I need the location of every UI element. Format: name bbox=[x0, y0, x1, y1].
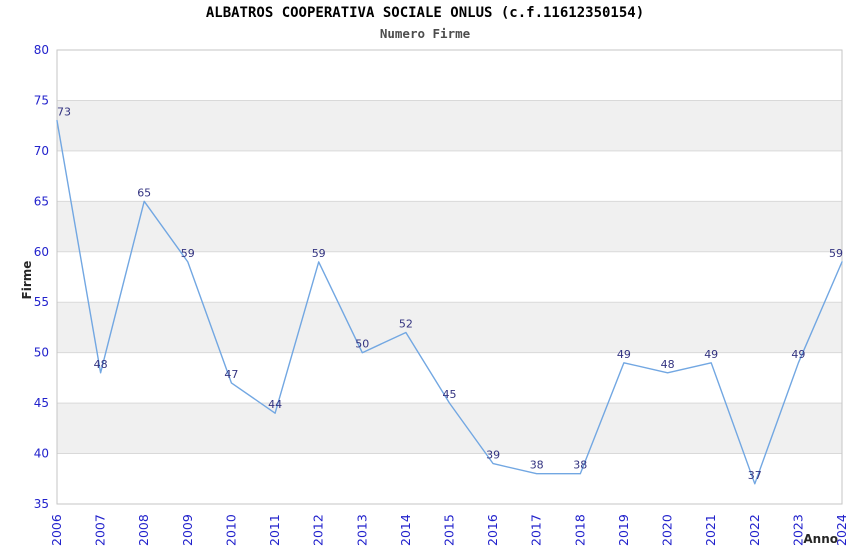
grid-band bbox=[57, 201, 842, 252]
x-tick-label: 2016 bbox=[485, 514, 500, 546]
data-point-label: 47 bbox=[224, 368, 238, 381]
data-point-label: 48 bbox=[94, 358, 108, 371]
data-point-label: 38 bbox=[530, 459, 544, 472]
data-point-label: 49 bbox=[791, 348, 805, 361]
x-tick-label: 2019 bbox=[616, 514, 631, 546]
y-tick-label: 35 bbox=[34, 497, 49, 511]
x-tick-label: 2015 bbox=[442, 514, 457, 546]
x-tick-label: 2021 bbox=[703, 514, 718, 546]
x-tick-label: 2010 bbox=[223, 514, 238, 546]
x-tick-label: 2011 bbox=[267, 514, 282, 546]
x-tick-label: 2022 bbox=[747, 514, 762, 546]
data-point-label: 59 bbox=[312, 247, 326, 260]
data-point-label: 73 bbox=[57, 106, 71, 119]
x-tick-label: 2014 bbox=[398, 514, 413, 546]
data-point-label: 45 bbox=[443, 388, 457, 401]
x-tick-label: 2007 bbox=[93, 514, 108, 546]
x-axis-title: Anno bbox=[803, 532, 838, 546]
x-tick-label: 2008 bbox=[136, 514, 151, 546]
data-point-label: 39 bbox=[486, 449, 500, 462]
data-point-label: 38 bbox=[573, 459, 587, 472]
data-point-label: 52 bbox=[399, 318, 413, 331]
data-point-label: 49 bbox=[617, 348, 631, 361]
x-tick-label: 2023 bbox=[790, 514, 805, 546]
plot-border bbox=[56, 49, 843, 505]
y-tick-label: 50 bbox=[34, 346, 49, 360]
y-tick-label: 70 bbox=[34, 144, 49, 158]
grid-band bbox=[57, 100, 842, 151]
chart-subtitle: Numero Firme bbox=[379, 26, 471, 41]
data-point-label: 44 bbox=[268, 398, 282, 411]
y-tick-label: 65 bbox=[34, 194, 49, 208]
grid-band bbox=[57, 403, 842, 454]
x-tick-label: 2018 bbox=[572, 514, 587, 546]
y-tick-label: 40 bbox=[34, 447, 49, 461]
y-tick-label: 75 bbox=[34, 93, 49, 107]
data-point-label: 48 bbox=[661, 358, 675, 371]
data-point-label: 50 bbox=[355, 338, 369, 351]
y-tick-label: 45 bbox=[34, 396, 49, 410]
chart-title: ALBATROS COOPERATIVA SOCIALE ONLUS (c.f.… bbox=[205, 5, 645, 21]
data-point-label: 37 bbox=[748, 469, 762, 482]
x-tick-label: 2017 bbox=[529, 514, 544, 546]
y-tick-label: 80 bbox=[34, 43, 49, 57]
data-point-label: 59 bbox=[829, 247, 843, 260]
x-tick-label: 2024 bbox=[834, 514, 849, 546]
x-tick-label: 2012 bbox=[311, 514, 326, 546]
x-tick-label: 2009 bbox=[180, 514, 195, 546]
x-tick-label: 2020 bbox=[660, 514, 675, 546]
data-line bbox=[56, 119, 843, 485]
data-point-label: 49 bbox=[704, 348, 718, 361]
y-axis-title: Firme bbox=[20, 261, 34, 300]
y-tick-label: 55 bbox=[34, 295, 49, 309]
x-tick-label: 2013 bbox=[354, 514, 369, 546]
grid-band bbox=[57, 302, 842, 353]
data-point-label: 59 bbox=[181, 247, 195, 260]
y-tick-label: 60 bbox=[34, 245, 49, 259]
data-point-label: 65 bbox=[137, 186, 151, 199]
x-tick-label: 2006 bbox=[49, 514, 64, 546]
